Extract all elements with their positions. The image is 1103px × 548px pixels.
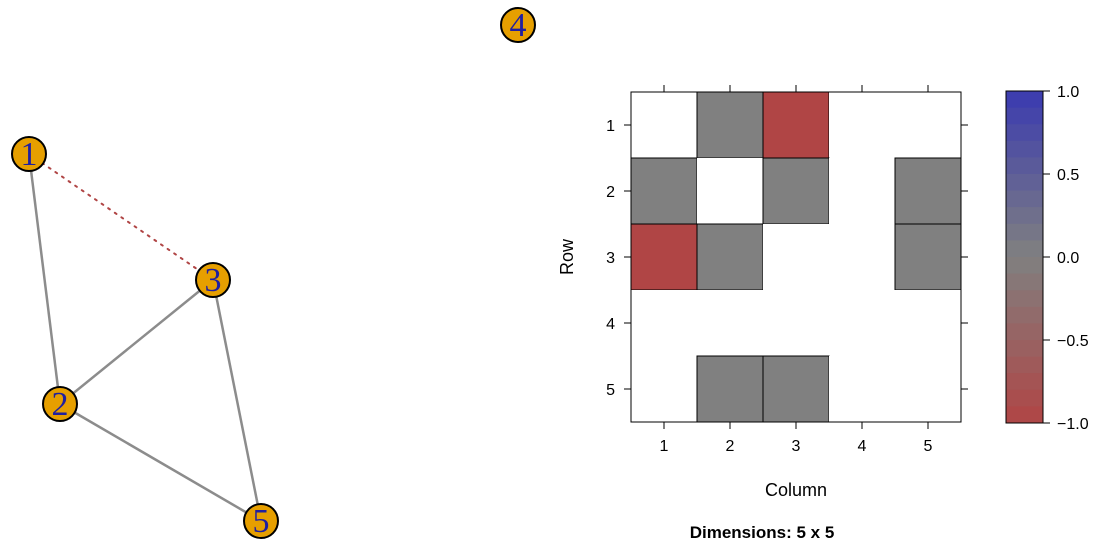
color-scale-step — [1006, 223, 1043, 241]
matrix-cell-r1-c3 — [762, 91, 830, 159]
matrix-cell-r5-c3 — [762, 355, 830, 423]
matrix-cell-r2-c1 — [630, 157, 698, 225]
color-scale-step — [1006, 306, 1043, 324]
matrix-cell-r2-c4 — [829, 158, 895, 224]
edge-2-3 — [59, 279, 214, 405]
matrix-cell-r2-c3 — [762, 157, 830, 225]
matrix-cell-r3-c1 — [630, 223, 698, 291]
matrix-cell-r4-c5 — [895, 290, 961, 356]
matrix-cell-r5-c5 — [895, 356, 961, 422]
color-scale-tick-label: 0.5 — [1057, 167, 1079, 184]
x-tick-label: 1 — [660, 438, 669, 455]
edge-1-2 — [27, 153, 62, 405]
matrix-cell-r4-c3 — [763, 290, 829, 356]
color-scale-step — [1006, 356, 1043, 374]
color-scale-step — [1006, 124, 1043, 142]
network-graph: 1 2 3 4 5 — [11, 7, 536, 540]
edge-1-3 — [28, 153, 214, 281]
color-scale-step — [1006, 273, 1043, 291]
x-tick-label: 5 — [924, 438, 933, 455]
y-tick-label: 5 — [606, 382, 615, 399]
node-label: 1 — [21, 136, 38, 173]
matrix-cells — [630, 91, 962, 423]
color-scale-step — [1006, 389, 1043, 407]
node-circle — [243, 503, 279, 539]
node-label: 4 — [510, 7, 527, 44]
matrix-cell-r2-c5 — [894, 157, 962, 225]
color-scale-step — [1006, 140, 1043, 158]
matrix-cell-r4-c2 — [697, 290, 763, 356]
matrix-cell-r5-c2 — [696, 355, 764, 423]
node-label: 5 — [253, 503, 270, 540]
matrix-cell-r3-c5 — [894, 223, 962, 291]
edge-2-5 — [59, 402, 262, 523]
y-tick-label: 4 — [606, 316, 615, 333]
adjacency-matrix-heatmap: 1 2 3 4 5 1 2 3 4 5 Column Row Dimensions: 5 x 5 — [557, 85, 968, 542]
node-circle — [500, 7, 536, 43]
node-circle — [195, 262, 231, 298]
x-tick-label: 2 — [726, 438, 735, 455]
color-scale-step — [1006, 107, 1043, 125]
color-scale-step — [1006, 174, 1043, 192]
matrix-cell-r3-c4 — [829, 224, 895, 290]
color-scale-step — [1006, 257, 1043, 275]
y-tick-label: 2 — [606, 184, 615, 201]
color-scale-step — [1006, 340, 1043, 358]
matrix-cell-r1-c5 — [895, 92, 961, 158]
node-2: 2 — [42, 386, 78, 423]
color-scale-tick-label: −1.0 — [1057, 416, 1089, 433]
matrix-axis-ticks — [624, 85, 968, 429]
matrix-cell-r1-c2 — [696, 91, 764, 159]
color-scale-step — [1006, 323, 1043, 341]
matrix-cell-r5-c4 — [829, 356, 895, 422]
x-tick-label: 3 — [792, 438, 801, 455]
color-scale-tick-label: 0.0 — [1057, 250, 1079, 267]
matrix-cell-r3-c2 — [696, 223, 764, 291]
network-edges — [27, 153, 263, 523]
color-scale-step — [1006, 290, 1043, 308]
color-scale-step — [1006, 207, 1043, 225]
color-scale-step — [1006, 190, 1043, 208]
color-scale-tick-label: 1.0 — [1057, 84, 1079, 101]
x-tick-label: 4 — [858, 438, 867, 455]
color-scale-tick-label: −0.5 — [1057, 333, 1089, 350]
color-scale-step — [1006, 373, 1043, 391]
network-nodes: 1 2 3 4 5 — [11, 7, 536, 540]
matrix-cell-r2-c2 — [697, 158, 763, 224]
node-4: 4 — [500, 7, 536, 44]
dimensions-caption: Dimensions: 5 x 5 — [690, 523, 835, 542]
node-label: 2 — [52, 386, 69, 423]
matrix-tick-labels: 1 2 3 4 5 1 2 3 4 5 — [606, 118, 932, 455]
x-axis-label: Column — [765, 480, 827, 500]
matrix-cell-r4-c1 — [631, 290, 697, 356]
y-axis-label: Row — [557, 238, 577, 275]
color-scale-step — [1006, 157, 1043, 175]
color-scale-ticks: 1.0 0.5 0.0 −0.5 −1.0 — [1043, 84, 1089, 433]
color-scale-step — [1006, 91, 1043, 109]
matrix-cell-r1-c1 — [631, 92, 697, 158]
node-3: 3 — [195, 262, 231, 299]
node-label: 3 — [205, 262, 222, 299]
color-scale-step — [1006, 240, 1043, 258]
color-scale-step — [1006, 406, 1043, 424]
node-5: 5 — [243, 503, 279, 540]
color-scale-steps — [1006, 91, 1043, 424]
matrix-cell-r4-c4 — [829, 290, 895, 356]
node-circle — [42, 386, 78, 422]
edge-3-5 — [211, 279, 263, 522]
matrix-cell-r3-c3 — [763, 224, 829, 290]
y-tick-label: 3 — [606, 250, 615, 267]
matrix-cell-r1-c4 — [829, 92, 895, 158]
matrix-cell-r5-c1 — [631, 356, 697, 422]
y-tick-label: 1 — [606, 118, 615, 135]
node-circle — [11, 136, 47, 172]
color-scale-legend: 1.0 0.5 0.0 −0.5 −1.0 — [1005, 84, 1089, 433]
node-1: 1 — [11, 136, 47, 173]
